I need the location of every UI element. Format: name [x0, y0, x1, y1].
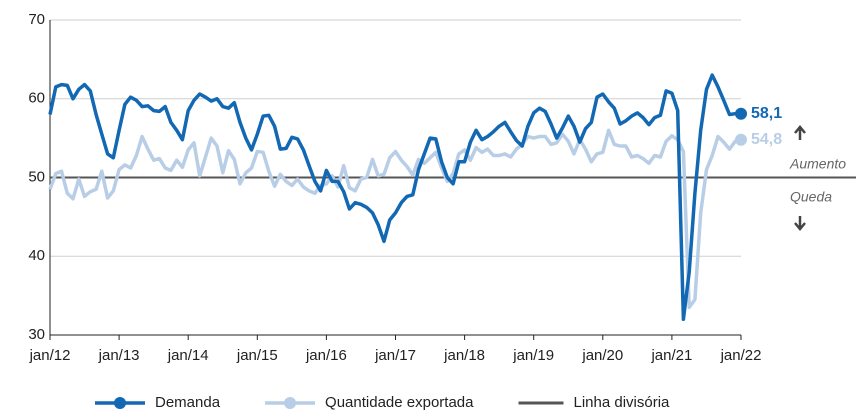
legend-marker — [284, 397, 297, 409]
x-tick-label: jan/12 — [29, 347, 71, 364]
x-tick-label: jan/13 — [98, 347, 140, 364]
end-marker — [735, 133, 747, 146]
x-tick-label: jan/17 — [374, 347, 416, 364]
y-tick-label: 50 — [28, 168, 45, 185]
y-tick-label: 70 — [28, 11, 45, 28]
value-label: 58,1 — [751, 105, 782, 122]
legend-label: Quantidade exportada — [325, 394, 474, 411]
y-tick-label: 40 — [28, 247, 45, 264]
series-line — [48, 128, 742, 310]
x-tick-label: jan/21 — [650, 347, 692, 364]
up-arrow — [794, 125, 806, 140]
y-tick-label: 60 — [28, 90, 45, 107]
legend-marker — [114, 397, 126, 409]
annotation: Queda — [790, 189, 832, 205]
x-tick-label: jan/20 — [581, 347, 623, 364]
annotation: Aumento — [789, 156, 846, 172]
x-tick-label: jan/18 — [443, 347, 485, 364]
x-tick-label: jan/14 — [167, 347, 209, 364]
series-line — [48, 73, 741, 322]
legend-label: Demanda — [155, 394, 221, 411]
down-arrow — [794, 216, 806, 231]
end-marker — [735, 107, 747, 120]
x-tick-label: jan/16 — [305, 347, 347, 364]
x-tick-label: jan/15 — [236, 347, 278, 364]
value-label: 54,8 — [751, 131, 782, 148]
x-tick-label: jan/19 — [512, 347, 554, 364]
y-tick-label: 30 — [28, 326, 45, 343]
x-tick-label: jan/22 — [720, 347, 762, 364]
legend-label: Linha divisória — [574, 394, 671, 411]
